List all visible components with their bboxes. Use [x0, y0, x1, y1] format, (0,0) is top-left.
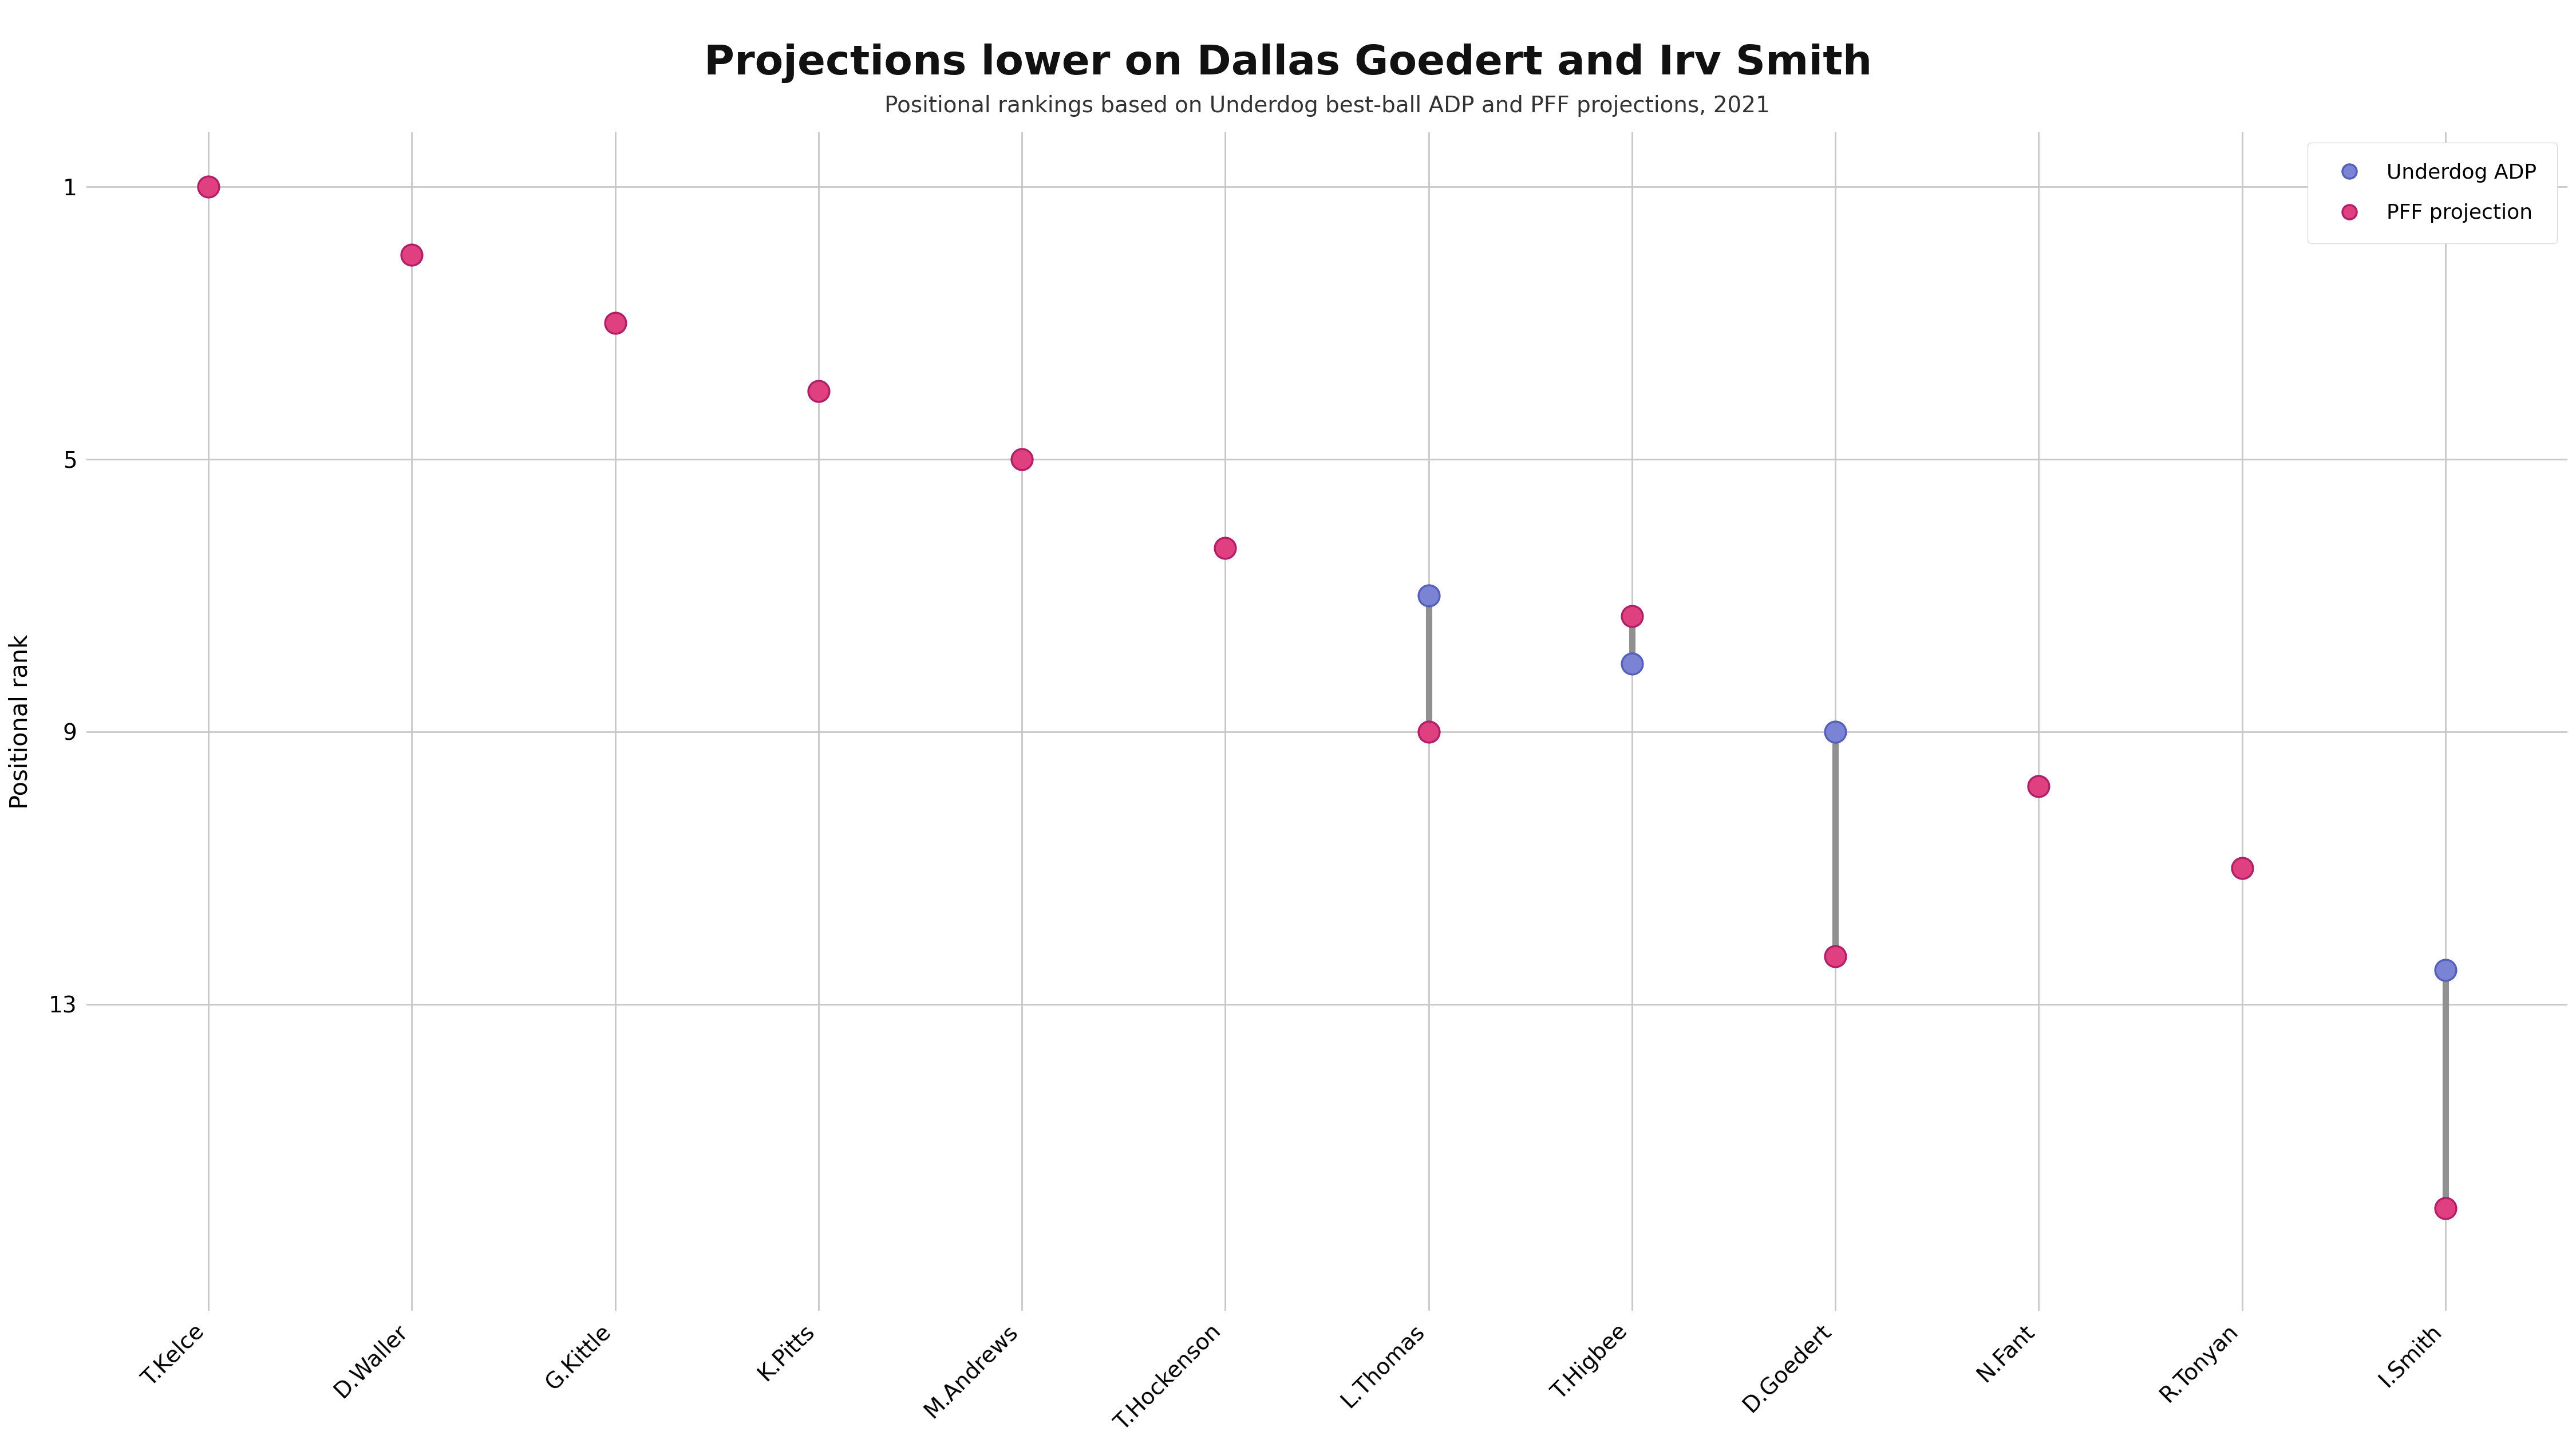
Point — [2017, 775, 2058, 798]
Point — [1613, 605, 1654, 628]
Point — [799, 380, 840, 403]
Point — [2424, 958, 2465, 981]
Point — [1206, 537, 1247, 560]
Title: Positional rankings based on Underdog best-ball ADP and PFF projections, 2021: Positional rankings based on Underdog be… — [884, 95, 1770, 117]
Point — [1814, 720, 1855, 743]
Point — [188, 175, 229, 198]
Point — [392, 244, 433, 267]
Point — [1814, 945, 1855, 968]
Point — [2424, 1196, 2465, 1219]
Y-axis label: Positional rank: Positional rank — [8, 633, 33, 810]
Point — [1002, 447, 1043, 470]
Point — [1409, 584, 1450, 608]
Point — [1613, 652, 1654, 675]
Point — [1409, 720, 1450, 743]
Point — [2221, 856, 2262, 879]
Text: Projections lower on Dallas Goedert and Irv Smith: Projections lower on Dallas Goedert and … — [703, 43, 1873, 82]
Legend: Underdog ADP, PFF projection: Underdog ADP, PFF projection — [2308, 143, 2558, 244]
Point — [595, 312, 636, 335]
